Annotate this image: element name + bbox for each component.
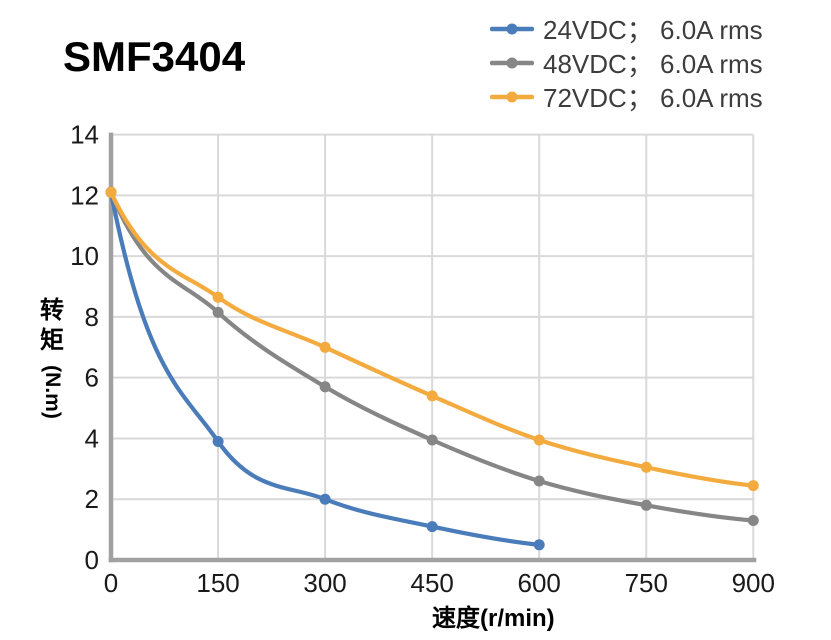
legend-dot [506,23,518,34]
marker-48vdc [747,515,759,526]
marker-48vdc [212,306,224,318]
legend-label-72vdc: 72VDC； 6.0A rms [543,83,763,113]
legend-dot [506,57,518,68]
marker-72vdc [426,390,438,402]
marker-24vdc [426,521,438,533]
y-tick-label: 10 [70,241,99,271]
chart-title: SMF3404 [63,33,246,80]
legend-item-24vdc: 24VDC； 6.0A rms [490,14,763,45]
marker-48vdc [426,434,438,446]
x-tick-label: 300 [303,568,346,598]
y-axis-title-unit: (N.m) [41,365,65,419]
y-tick-label: 0 [85,545,99,575]
y-tick-label: 12 [70,180,99,210]
y-axis-title-cn: 转矩 [40,297,64,354]
x-tick-label: 750 [625,568,668,598]
x-tick-label: 0 [104,568,118,598]
marker-48vdc [319,381,331,393]
x-axis-title: 速度(r/min) [432,605,555,632]
y-tick-label: 14 [70,120,99,150]
legend-item-72vdc: 72VDC； 6.0A rms [490,82,763,113]
y-tick-label: 6 [85,363,99,393]
y-tick-label: 8 [85,302,99,332]
legend-marker-icon [490,57,534,68]
marker-48vdc [640,499,652,511]
legend-dot [506,91,518,102]
curve-24vdc [108,190,542,547]
legend-item-48vdc: 48VDC； 6.0A rms [490,48,763,79]
marker-72vdc [105,186,117,198]
legend-marker-icon [490,91,534,102]
x-tick-label: 900 [732,568,775,598]
x-tick-label: 150 [196,568,239,598]
legend: 24VDC； 6.0A rms 48VDC； 6.0A rms 72VDC； 6.0… [490,14,763,116]
legend-marker-icon [490,23,534,34]
y-axis-title-unit-wrap: (N.m) [36,356,68,428]
marker-72vdc [640,461,652,473]
marker-24vdc [212,436,224,447]
marker-48vdc [533,475,545,487]
marker-24vdc [319,493,331,505]
x-tick-label: 450 [411,568,454,598]
y-tick-label: 2 [85,484,99,514]
marker-72vdc [212,291,224,303]
legend-label-24vdc: 24VDC； 6.0A rms [543,15,763,45]
marker-72vdc [747,480,759,492]
marker-72vdc [533,434,545,446]
marker-24vdc [533,539,545,551]
x-tick-label: 600 [518,568,561,598]
marker-72vdc [319,341,331,353]
y-tick-label: 4 [85,424,99,454]
y-axis-title: 转矩 (N.m) [36,296,68,428]
legend-label-48vdc: 48VDC； 6.0A rms [543,49,763,79]
